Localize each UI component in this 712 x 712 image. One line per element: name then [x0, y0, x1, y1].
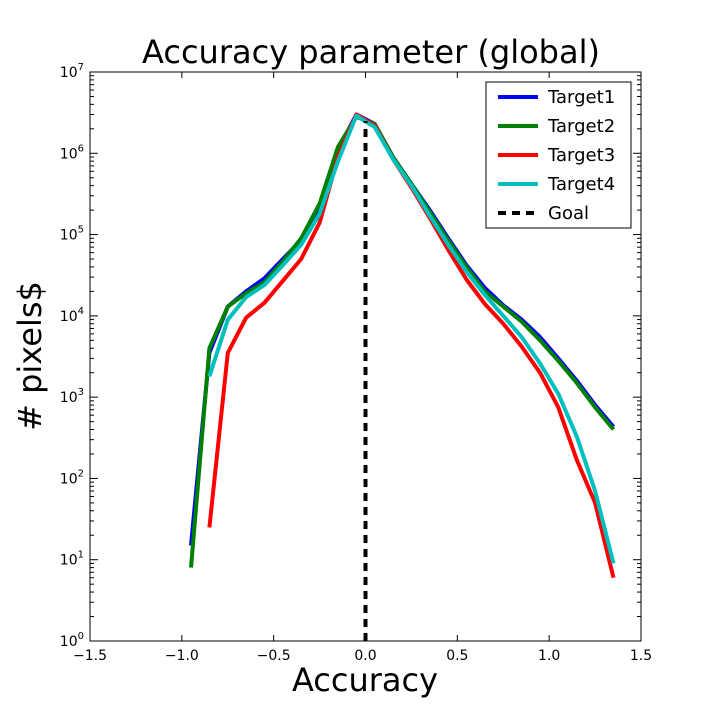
y-tick-label: 105 [60, 225, 84, 244]
plot-lines [189, 112, 616, 579]
legend: Target1 Target2 Target3 Target4 Goal [485, 81, 632, 229]
y-tick-label: 101 [60, 550, 84, 569]
x-tick-label: 1.0 [538, 648, 560, 664]
y-tick-label: 104 [60, 306, 84, 325]
y-ticks: 100 101 102 103 104 105 106 107 [60, 62, 641, 650]
y-axis-title: # pixels$ [11, 281, 49, 431]
x-ticks: −1.5 −1.0 −0.5 0.0 0.5 1.0 1.5 [73, 72, 652, 664]
y-tick-label: 107 [60, 62, 84, 81]
series-line-4 [207, 113, 616, 564]
y-tick-label: 100 [60, 631, 84, 650]
legend-label: Target4 [547, 174, 615, 195]
x-tick-label: 0.0 [354, 648, 376, 664]
legend-label: Target3 [547, 145, 615, 166]
y-tick-label: 102 [60, 468, 84, 487]
x-tick-label: −1.5 [73, 648, 107, 664]
legend-label: Target1 [547, 87, 615, 108]
x-tick-label: 0.5 [446, 648, 468, 664]
x-tick-label: −0.5 [257, 648, 291, 664]
y-tick-label: 106 [60, 143, 84, 162]
y-tick-label: 103 [60, 387, 84, 406]
x-axis-title: Accuracy [292, 661, 438, 699]
x-tick-label: −1.0 [165, 648, 199, 664]
x-tick-label: 1.5 [630, 648, 652, 664]
chart-title: Accuracy parameter (global) [142, 33, 600, 71]
legend-label: Target2 [547, 116, 615, 137]
legend-label: Goal [548, 203, 589, 224]
